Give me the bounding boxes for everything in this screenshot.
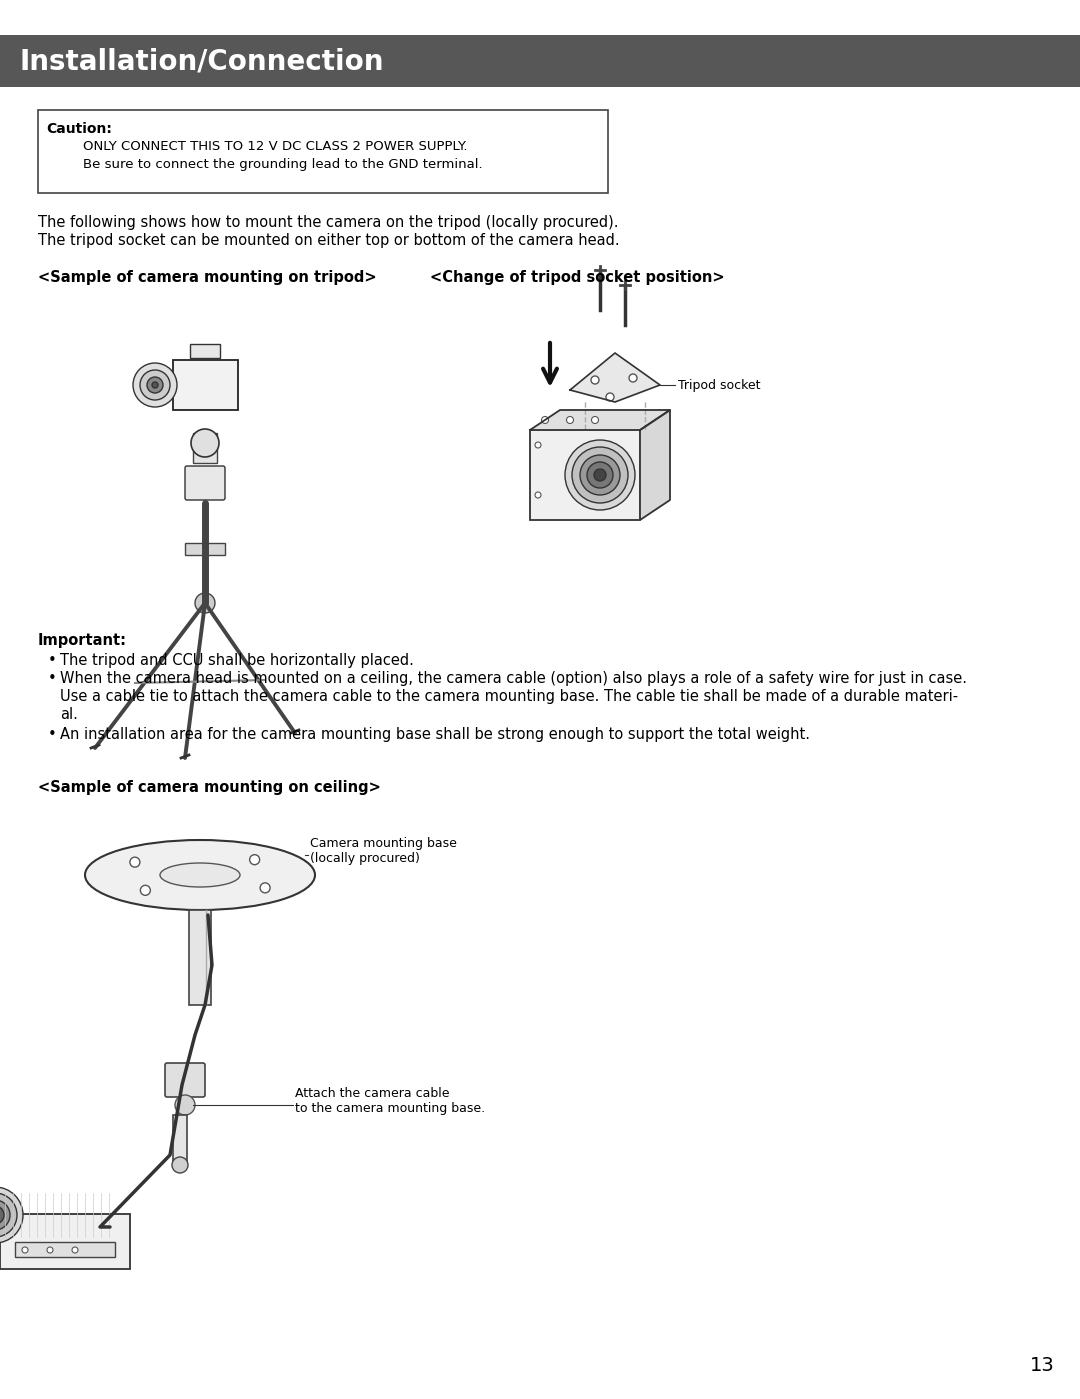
Bar: [173, 1115, 187, 1165]
Text: to the camera mounting base.: to the camera mounting base.: [295, 1102, 485, 1115]
Bar: [190, 344, 220, 358]
Text: The following shows how to mount the camera on the tripod (locally procured).: The following shows how to mount the cam…: [38, 215, 619, 229]
Circle shape: [260, 883, 270, 893]
Circle shape: [594, 469, 606, 481]
Text: Be sure to connect the grounding lead to the GND terminal.: Be sure to connect the grounding lead to…: [83, 158, 483, 171]
Circle shape: [629, 374, 637, 382]
Text: The tripod socket can be mounted on either top or bottom of the camera head.: The tripod socket can be mounted on eith…: [38, 234, 620, 248]
Circle shape: [565, 441, 635, 511]
Text: ONLY CONNECT THIS TO 12 V DC CLASS 2 POWER SUPPLY.: ONLY CONNECT THIS TO 12 V DC CLASS 2 POW…: [83, 140, 468, 152]
Ellipse shape: [160, 863, 240, 887]
Text: <Change of tripod socket position>: <Change of tripod socket position>: [430, 270, 725, 285]
Circle shape: [567, 417, 573, 424]
Text: An installation area for the camera mounting base shall be strong enough to supp: An installation area for the camera moun…: [60, 727, 810, 741]
Bar: [0, 35, 1080, 87]
Text: •: •: [48, 653, 57, 667]
Circle shape: [580, 455, 620, 495]
FancyBboxPatch shape: [185, 466, 225, 499]
Polygon shape: [530, 410, 670, 429]
Text: Installation/Connection: Installation/Connection: [21, 48, 384, 76]
Text: The tripod and CCU shall be horizontally placed.: The tripod and CCU shall be horizontally…: [60, 653, 414, 667]
Text: •: •: [48, 727, 57, 741]
Circle shape: [133, 362, 177, 407]
Circle shape: [22, 1247, 28, 1254]
Text: When the camera head is mounted on a ceiling, the camera cable (option) also pla: When the camera head is mounted on a cei…: [60, 672, 967, 686]
Circle shape: [591, 376, 599, 383]
Text: •: •: [48, 672, 57, 686]
FancyBboxPatch shape: [165, 1063, 205, 1097]
Circle shape: [172, 1157, 188, 1172]
Circle shape: [72, 1247, 78, 1254]
Ellipse shape: [85, 839, 315, 909]
Circle shape: [249, 855, 259, 865]
Text: Use a cable tie to attach the camera cable to the camera mounting base. The cabl: Use a cable tie to attach the camera cab…: [60, 688, 958, 704]
Bar: [185, 543, 225, 555]
Text: 13: 13: [1030, 1356, 1055, 1375]
Circle shape: [152, 382, 158, 388]
Text: Camera mounting base: Camera mounting base: [310, 837, 457, 851]
Text: Caution:: Caution:: [46, 122, 112, 136]
Circle shape: [130, 858, 140, 867]
Text: Attach the camera cable: Attach the camera cable: [295, 1087, 449, 1100]
Circle shape: [0, 1200, 10, 1230]
Circle shape: [535, 442, 541, 448]
Circle shape: [195, 593, 215, 613]
Circle shape: [588, 462, 613, 488]
Text: Tripod socket: Tripod socket: [678, 379, 760, 392]
Circle shape: [0, 1193, 17, 1237]
Circle shape: [535, 492, 541, 498]
Text: <Sample of camera mounting on tripod>: <Sample of camera mounting on tripod>: [38, 270, 377, 285]
Circle shape: [0, 1186, 23, 1242]
Circle shape: [147, 376, 163, 393]
Bar: [15, 1242, 114, 1256]
Circle shape: [140, 369, 170, 400]
Text: al.: al.: [60, 706, 78, 722]
Polygon shape: [570, 353, 660, 402]
Polygon shape: [640, 410, 670, 520]
Bar: [530, 429, 640, 520]
Circle shape: [592, 417, 598, 424]
Text: (locally procured): (locally procured): [310, 852, 420, 865]
Circle shape: [48, 1247, 53, 1254]
Text: <Sample of camera mounting on ceiling>: <Sample of camera mounting on ceiling>: [38, 781, 381, 795]
Bar: [189, 909, 211, 1004]
Bar: [193, 434, 217, 463]
Bar: [38, 111, 608, 193]
Circle shape: [572, 448, 627, 504]
Circle shape: [175, 1095, 195, 1115]
Circle shape: [0, 1206, 4, 1224]
Text: Important:: Important:: [38, 632, 127, 648]
Circle shape: [191, 429, 219, 457]
Circle shape: [140, 886, 150, 895]
FancyBboxPatch shape: [0, 1214, 130, 1269]
Circle shape: [606, 393, 615, 402]
Circle shape: [541, 417, 549, 424]
FancyBboxPatch shape: [173, 360, 238, 410]
